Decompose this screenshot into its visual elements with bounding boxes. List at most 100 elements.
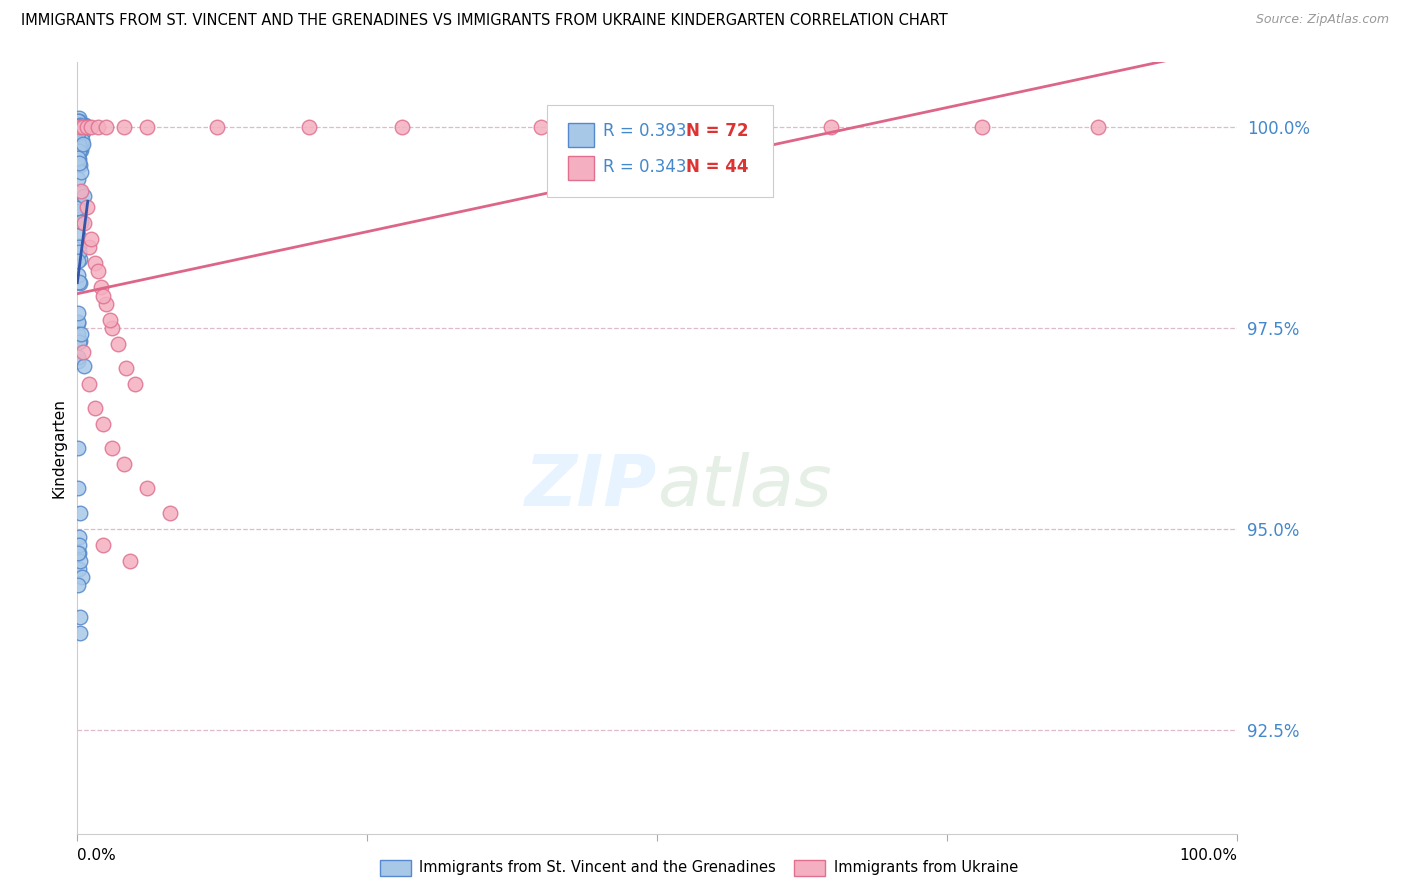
Point [67, 145, 90, 159]
Point [66, 121, 89, 136]
Point [76, 120, 98, 134]
Text: ZIP: ZIP [524, 452, 658, 521]
Text: R = 0.343: R = 0.343 [603, 158, 686, 176]
Point [72, 133, 94, 147]
Point [73, 188, 96, 202]
Point [101, 441, 124, 455]
Point [69, 626, 91, 640]
Point [87, 264, 110, 278]
Point [67, 135, 90, 149]
Point [67, 138, 90, 153]
Point [91, 288, 114, 302]
Point [67, 141, 90, 155]
Point [298, 120, 321, 134]
Point [67, 135, 90, 149]
Point [67, 111, 90, 125]
Point [98, 312, 121, 326]
Point [72, 125, 94, 139]
Point [391, 120, 413, 134]
Point [530, 120, 553, 134]
FancyBboxPatch shape [568, 122, 593, 147]
Point [80, 120, 103, 134]
Point [77, 376, 100, 391]
Text: Source: ZipAtlas.com: Source: ZipAtlas.com [1256, 13, 1389, 27]
Point [67, 113, 90, 128]
Point [69, 184, 91, 198]
Point [91, 417, 114, 431]
Point [72, 570, 94, 584]
Point [72, 136, 94, 150]
Point [67, 530, 90, 544]
Point [83, 256, 105, 270]
Point [69, 252, 91, 266]
Point [67, 153, 90, 167]
Point [67, 208, 90, 222]
Point [66, 238, 89, 252]
Point [66, 350, 89, 364]
Text: IMMIGRANTS FROM ST. VINCENT AND THE GRENADINES VS IMMIGRANTS FROM UKRAINE KINDER: IMMIGRANTS FROM ST. VINCENT AND THE GREN… [21, 13, 948, 29]
Point [69, 120, 91, 134]
Point [87, 120, 110, 134]
Point [66, 126, 89, 140]
Point [66, 306, 89, 320]
Point [66, 171, 89, 186]
Point [66, 194, 89, 209]
Point [112, 120, 135, 134]
Point [67, 195, 90, 210]
Point [69, 185, 91, 199]
Point [67, 546, 90, 560]
Point [66, 228, 89, 243]
Point [67, 151, 90, 165]
Point [66, 253, 89, 268]
Text: atlas: atlas [658, 452, 832, 521]
Point [135, 120, 157, 134]
Point [66, 314, 89, 328]
Text: Immigrants from Ukraine: Immigrants from Ukraine [834, 861, 1018, 875]
Point [72, 344, 94, 359]
Point [66, 268, 89, 282]
Text: R = 0.393: R = 0.393 [603, 122, 686, 140]
Point [69, 506, 91, 520]
Point [115, 360, 138, 375]
Point [75, 118, 97, 132]
Point [66, 482, 89, 496]
Point [77, 240, 100, 254]
Point [67, 354, 90, 368]
Point [66, 120, 89, 134]
Point [67, 326, 90, 341]
Point [67, 240, 90, 254]
Point [83, 401, 105, 415]
Point [159, 506, 181, 520]
Point [67, 316, 90, 330]
Point [67, 245, 90, 260]
Point [67, 562, 90, 576]
Point [820, 120, 842, 134]
Point [73, 216, 96, 230]
Point [205, 120, 228, 134]
Point [69, 610, 91, 624]
FancyBboxPatch shape [568, 156, 593, 180]
Point [67, 156, 90, 170]
Point [135, 482, 157, 496]
Point [67, 578, 90, 592]
Point [69, 142, 91, 156]
Point [1087, 120, 1109, 134]
Point [101, 320, 124, 334]
Point [72, 118, 94, 132]
Point [70, 326, 93, 341]
Text: N = 72: N = 72 [686, 122, 749, 140]
Point [669, 120, 692, 134]
Point [67, 441, 90, 455]
FancyBboxPatch shape [547, 105, 773, 197]
Point [118, 554, 141, 568]
Point [70, 214, 93, 228]
Point [72, 120, 94, 134]
Point [112, 458, 135, 472]
Text: Immigrants from St. Vincent and the Grenadines: Immigrants from St. Vincent and the Gren… [419, 861, 776, 875]
Point [69, 203, 91, 218]
Text: 0.0%: 0.0% [77, 848, 117, 863]
Point [69, 143, 91, 157]
Point [67, 335, 90, 350]
Point [67, 153, 90, 167]
Point [67, 120, 90, 134]
